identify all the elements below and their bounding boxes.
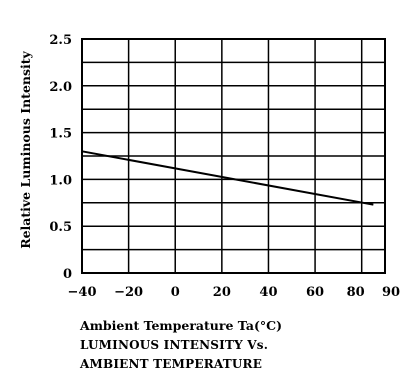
caption-line-1: LUMINOUS INTENSITY Vs. (80, 338, 268, 352)
y-tick-label: 1.0 (49, 173, 72, 188)
x-tick-label: −40 (68, 285, 97, 300)
y-tick-label: 0.5 (49, 220, 72, 235)
x-tick-label: 80 (347, 285, 365, 300)
x-tick-label: 20 (213, 285, 231, 300)
x-axis-title: Ambient Temperature Ta(°C) (79, 318, 282, 333)
x-tick-label: 0 (171, 285, 180, 300)
grid (81, 38, 386, 274)
y-tick-label: 1.5 (49, 127, 72, 142)
y-tick-label: 2.0 (49, 80, 72, 95)
x-tick-labels: −40 −20 0 20 40 60 80 90 (68, 285, 401, 300)
y-tick-label: 2.5 (49, 33, 72, 48)
x-tick-label: 60 (306, 285, 324, 300)
series-line (81, 150, 374, 206)
caption-line-2: AMBIENT TEMPERATURE (79, 357, 262, 371)
series-layer (81, 150, 374, 206)
x-tick-label: −20 (114, 285, 143, 300)
x-tick-label: 40 (259, 285, 277, 300)
y-tick-labels: 0 0.5 1.0 1.5 2.0 2.5 (49, 33, 72, 282)
plot-frame (81, 38, 386, 274)
x-tick-label: 90 (382, 285, 400, 300)
y-axis-title: Relative Luminous Intensity (18, 50, 33, 248)
y-tick-label: 0 (63, 267, 72, 282)
